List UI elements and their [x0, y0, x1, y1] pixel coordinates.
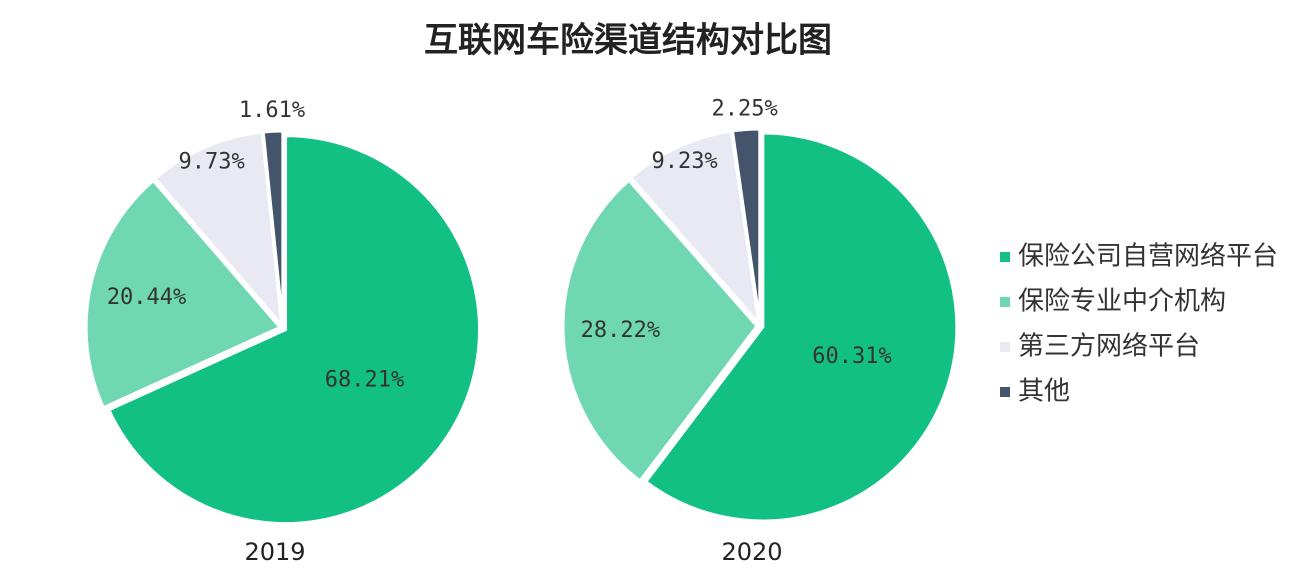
legend-swatch — [1000, 252, 1010, 262]
pie-slice: 保险公司自营网络平台 — [643, 131, 959, 523]
pie-label: 2019 — [244, 538, 305, 566]
value-label: 20.44% — [107, 285, 186, 310]
pie-slice: 其他 — [730, 127, 762, 324]
value-label: 9.23% — [651, 149, 717, 174]
pie-label: 2020 — [721, 538, 782, 566]
value-label: 28.22% — [581, 318, 660, 343]
pie-slice: 第三方网络平台 — [628, 129, 761, 329]
legend-label: 第三方网络平台 — [1018, 332, 1200, 362]
value-label: 60.31% — [812, 344, 891, 369]
pie-slice: 保险公司自营网络平台 — [106, 134, 481, 526]
value-label: 9.73% — [178, 149, 244, 174]
pie-slice: 保险专业中介机构 — [84, 178, 283, 410]
value-label: 1.61% — [239, 98, 305, 123]
value-label: 2.25% — [712, 96, 778, 121]
legend-swatch — [1000, 297, 1010, 307]
pie-slice: 其他 — [261, 129, 285, 326]
chart-title: 互联网车险渠道结构对比图 — [424, 21, 832, 61]
pie-slice: 保险专业中介机构 — [561, 178, 759, 483]
pie-slice: 第三方网络平台 — [152, 130, 284, 330]
legend-swatch — [1000, 342, 1010, 352]
legend-label: 保险专业中介机构 — [1018, 287, 1226, 317]
legend-label: 其他 — [1018, 377, 1070, 407]
legend-swatch — [1000, 387, 1010, 397]
value-label: 68.21% — [325, 368, 404, 393]
legend-label: 保险公司自营网络平台 — [1018, 242, 1278, 272]
